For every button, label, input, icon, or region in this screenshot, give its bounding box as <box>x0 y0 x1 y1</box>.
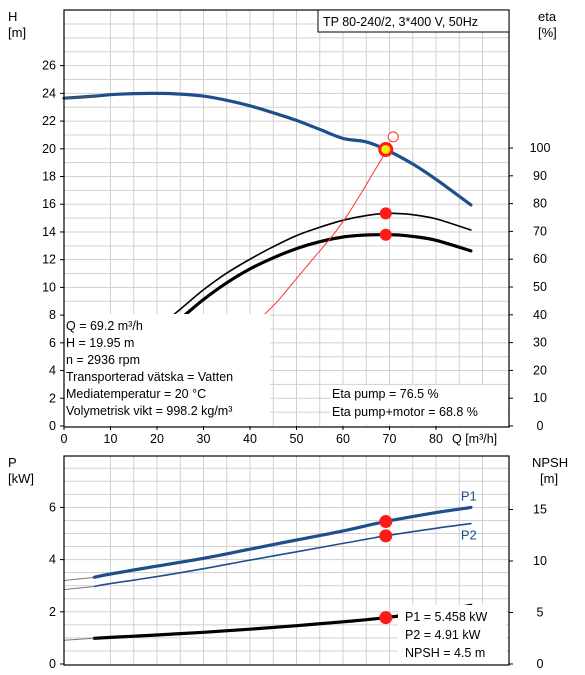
power-point-marker <box>379 529 393 543</box>
h-tick-label: 0 <box>49 419 56 433</box>
npsh-axis-unit: [m] <box>540 471 558 486</box>
curve-extension <box>63 576 95 581</box>
npsh-tick-label: 5 <box>537 606 544 620</box>
duty-point-center <box>381 144 391 154</box>
h-tick-label: 16 <box>42 197 56 211</box>
eta-tick-label: 90 <box>533 169 547 183</box>
h-tick-label: 26 <box>42 59 56 73</box>
x-tick-label: 50 <box>290 432 304 446</box>
info-eta-pump: Eta pump = 76.5 % <box>332 387 439 401</box>
h-axis-unit: [m] <box>8 25 26 40</box>
curve-p2 <box>93 522 472 588</box>
eta-tick-label: 100 <box>530 141 551 155</box>
top-chart-grid <box>64 10 509 426</box>
info-p1: P1 = 5.458 kW <box>405 610 488 624</box>
eta-tick-label: 60 <box>533 252 547 266</box>
h-tick-label: 12 <box>42 253 56 267</box>
power-point-marker <box>379 515 393 529</box>
power-info-box <box>398 605 506 664</box>
info-temperature: Mediatemperatur = 20 °C <box>66 387 206 401</box>
bottom-chart-ticks: 0 2 4 6 0 5 10 15 <box>49 500 547 671</box>
h-tick-label: 24 <box>42 86 56 100</box>
eta-tick-label: 70 <box>533 224 547 238</box>
eta-info-box <box>330 385 508 425</box>
h-tick-label: 18 <box>42 170 56 184</box>
chart-title: TP 80-240/2, 3*400 V, 50Hz <box>323 15 478 29</box>
h-tick-label: 14 <box>42 225 56 239</box>
top-chart-frame <box>63 9 510 428</box>
info-liquid: Transporterad vätska = Vatten <box>66 370 233 384</box>
curve-eta-pump-motor <box>150 233 473 345</box>
info-box <box>65 314 270 426</box>
bottom-chart-frame <box>63 455 510 666</box>
h-tick-label: 10 <box>42 280 56 294</box>
efficiency-point-marker <box>379 228 392 241</box>
info-density: Volymetrisk vikt = 998.2 kg/m³ <box>66 404 232 418</box>
h-tick-label: 22 <box>42 114 56 128</box>
curve-extension <box>63 585 95 591</box>
h-tick-label: 2 <box>49 391 56 405</box>
npsh-tick-label: 0 <box>537 657 544 671</box>
eta-tick-label: 10 <box>533 391 547 405</box>
npsh-axis-label: NPSH <box>532 455 568 470</box>
h-curve-extension <box>63 95 95 99</box>
info-n: n = 2936 rpm <box>66 353 140 367</box>
info-p2: P2 = 4.91 kW <box>405 628 481 642</box>
eta-axis-unit: [%] <box>538 25 557 40</box>
info-q: Q = 69.2 m³/h <box>66 319 143 333</box>
title-box <box>317 9 510 33</box>
p-axis-label: P <box>8 455 17 470</box>
curve-extension <box>63 637 95 641</box>
p-tick-label: 2 <box>49 605 56 619</box>
x-tick-label: 10 <box>104 432 118 446</box>
p-tick-label: 0 <box>49 657 56 671</box>
h-tick-label: 8 <box>49 308 56 322</box>
x-axis-label: Q [m³/h] <box>452 432 497 446</box>
x-tick-label: 80 <box>429 432 443 446</box>
x-tick-label: 40 <box>243 432 257 446</box>
eta-tick-label: 40 <box>533 308 547 322</box>
info-h: H = 19.95 m <box>66 336 134 350</box>
series-label-p1: P1 <box>461 488 477 503</box>
p-tick-label: 4 <box>49 553 56 567</box>
h-tick-label: 4 <box>49 364 56 378</box>
eta-tick-label: 0 <box>537 419 544 433</box>
x-tick-label: 60 <box>336 432 350 446</box>
power-point-marker <box>379 611 393 625</box>
x-tick-label: 30 <box>197 432 211 446</box>
curve-eta-pump <box>142 212 472 344</box>
h-axis-label: H <box>8 9 17 24</box>
h-tick-label: 6 <box>49 336 56 350</box>
eta-point-marker-hollow <box>387 131 399 143</box>
eta-tick-label: 50 <box>533 280 547 294</box>
operating-points <box>378 131 399 625</box>
info-npsh: NPSH = 4.5 m <box>405 646 485 660</box>
p-axis-unit: [kW] <box>8 471 34 486</box>
top-chart-ticks: 0 10 20 30 40 50 60 70 8002468101214161820222426… <box>42 59 550 446</box>
eta-axis-label: eta <box>538 9 557 24</box>
eta-tick-label: 30 <box>533 336 547 350</box>
npsh-tick-label: 10 <box>533 554 547 568</box>
p-tick-label: 6 <box>49 500 56 514</box>
curve-eta-thin <box>263 151 387 316</box>
x-tick-label: 20 <box>150 432 164 446</box>
series-label-p2: P2 <box>461 528 477 543</box>
x-tick-label: 70 <box>383 432 397 446</box>
x-tick-label: 0 <box>61 432 68 446</box>
curve-p1 <box>92 505 473 579</box>
h-tick-label: 20 <box>42 142 56 156</box>
npsh-tick-label: 15 <box>533 503 547 517</box>
eta-tick-label: 20 <box>533 363 547 377</box>
eta-tick-label: 80 <box>533 197 547 211</box>
info-eta-pump-motor: Eta pump+motor = 68.8 % <box>332 405 478 419</box>
efficiency-point-marker <box>379 207 392 220</box>
